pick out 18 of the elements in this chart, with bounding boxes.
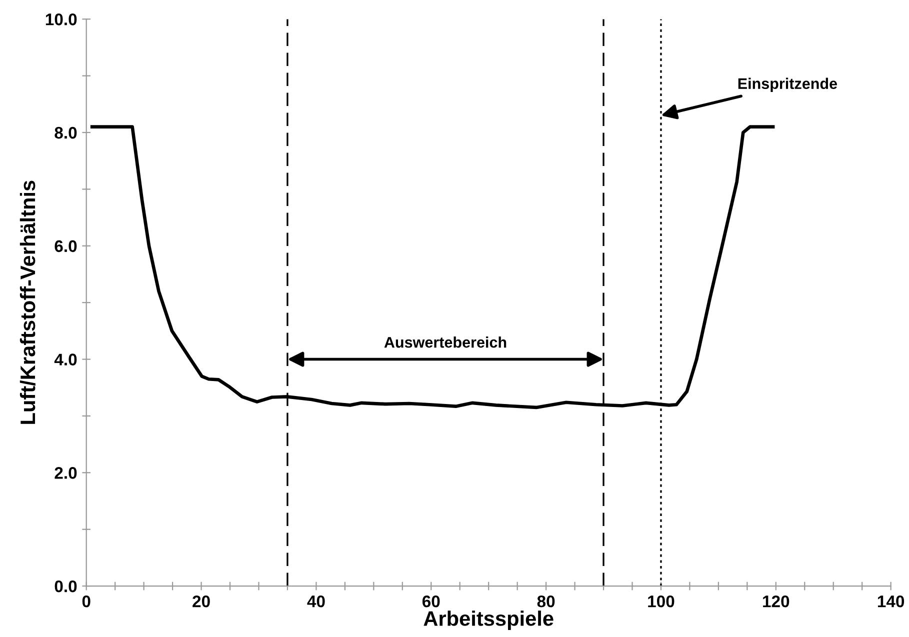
y-tick-label: 8.0 xyxy=(54,126,77,139)
x-tick-label: 80 xyxy=(537,596,555,608)
x-tick-label: 140 xyxy=(878,596,904,608)
y-tick-label: 4.0 xyxy=(54,354,77,366)
y-tick-label: 2.0 xyxy=(54,467,77,479)
x-tick-label: 60 xyxy=(422,596,440,608)
annotation: Auswertebereich xyxy=(384,336,506,348)
y-tick-label: 6.0 xyxy=(54,240,77,252)
x-tick-label: 40 xyxy=(307,596,325,608)
x-tick-label: 100 xyxy=(648,596,674,608)
x-axis-title: Arbeitsspiele xyxy=(424,610,554,630)
annotation: Einspritzende xyxy=(738,78,838,92)
x-tick-label: 0 xyxy=(82,596,90,608)
x-tick-label: 120 xyxy=(763,596,790,608)
x-tick-label: 20 xyxy=(192,596,210,608)
y-axis-title: Luft/Kraftstoff-Verhältnis xyxy=(20,180,36,424)
y-tick-label: 0.0 xyxy=(54,580,77,592)
y-tick-label: 10.0 xyxy=(46,14,77,26)
